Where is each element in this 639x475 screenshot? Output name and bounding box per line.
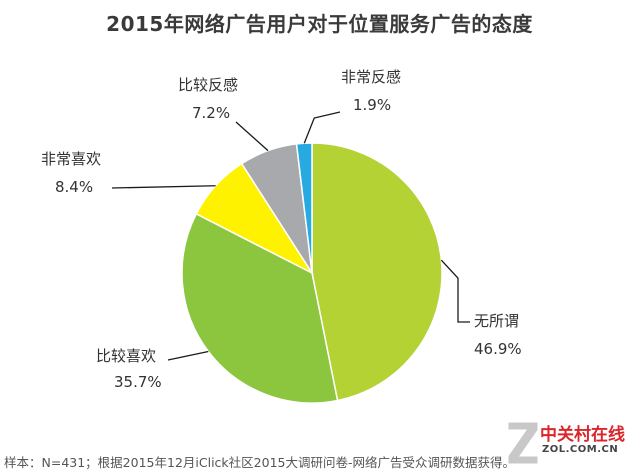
watermark-cn: 中关村在线: [540, 425, 625, 445]
leader-line-1: [167, 350, 209, 361]
footnote: 样本：N=431；根据2015年12月iClick社区2015大调研问卷-网络广…: [4, 455, 515, 470]
slice-name: 无所谓: [474, 312, 520, 330]
slice-value: 1.9%: [353, 96, 392, 114]
leader-line-3: [235, 121, 269, 152]
slice-name: 非常反感: [341, 68, 402, 86]
pie-slice-1: [181, 212, 339, 404]
slice-label-bijiao-fangan: 比较反感 7.2%: [178, 74, 238, 124]
slice-value: 46.9%: [474, 340, 522, 358]
leader-line-2: [111, 185, 216, 189]
slice-label-bijiao-xihuan: 比较喜欢 35.7%: [96, 345, 162, 393]
watermark-en: ZOL.COM.CN: [542, 444, 619, 455]
slice-label-feichang-fangan: 非常反感 1.9%: [341, 66, 401, 116]
zol-logo-icon: [507, 421, 539, 465]
slice-value: 8.4%: [55, 178, 94, 196]
slice-name: 比较喜欢: [96, 347, 157, 365]
slice-name: 比较反感: [178, 76, 239, 94]
pie-slice-0: [311, 142, 443, 402]
slice-value: 7.2%: [192, 104, 231, 122]
leader-line-0: [440, 259, 470, 323]
chart-title: 2015年网络广告用户对于位置服务广告的态度: [106, 12, 533, 36]
slice-name: 非常喜欢: [41, 150, 102, 168]
slice-label-feichang-xihuan: 非常喜欢 8.4%: [41, 148, 101, 198]
watermark: 中关村在线 ZOL.COM.CN: [506, 418, 636, 468]
slice-label-wusuowei: 无所谓 46.9%: [474, 310, 522, 360]
slice-value: 35.7%: [114, 373, 162, 391]
leader-line-4: [303, 111, 341, 144]
